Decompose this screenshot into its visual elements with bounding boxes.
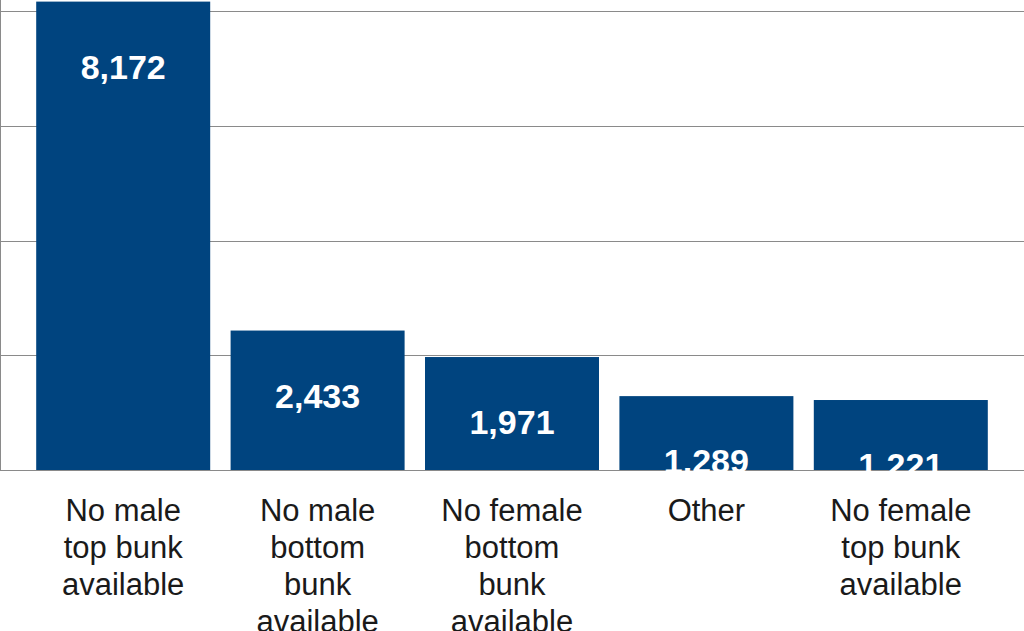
x-tick-label: No femalebottombunkavailable	[441, 493, 582, 631]
bar	[425, 357, 599, 470]
x-tick-label: No maletop bunkavailable	[62, 493, 184, 602]
bars	[36, 2, 988, 470]
x-tick-label: No malebottombunkavailable	[256, 493, 378, 631]
x-tick-label: Other	[668, 493, 746, 528]
data-label: 1,221	[858, 446, 943, 484]
chart: 8,172 2,433 1,971 1,289 1,221 No maletop bunk…	[0, 0, 1024, 631]
bar	[36, 2, 210, 470]
data-label: 8,172	[81, 48, 166, 86]
x-tick-label: No femaletop bunkavailable	[830, 493, 971, 602]
data-label: 1,289	[664, 442, 749, 480]
data-label: 1,971	[469, 403, 554, 441]
bar	[231, 331, 405, 470]
data-label: 2,433	[275, 377, 360, 415]
y-axis-line	[0, 0, 1, 470]
